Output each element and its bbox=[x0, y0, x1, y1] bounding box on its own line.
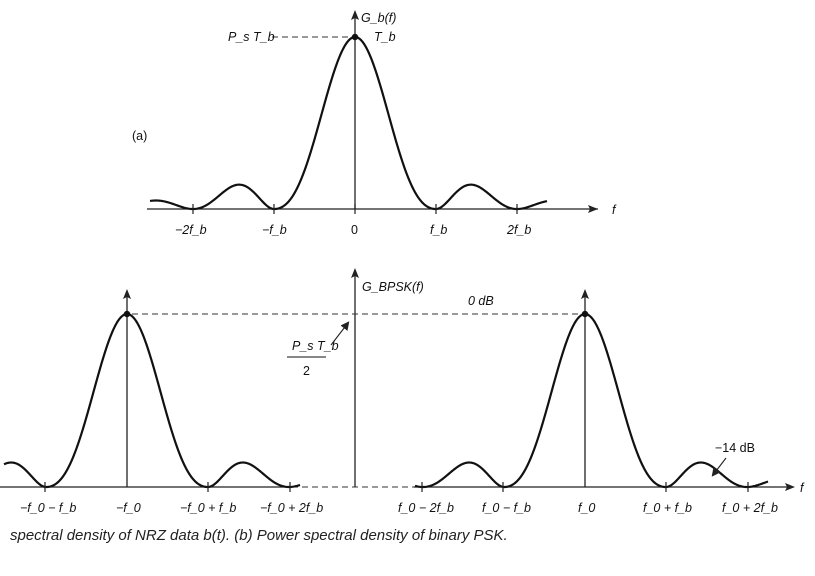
panel-a-peak-label-right: T_b bbox=[374, 30, 396, 44]
panel-b-level-pointer-arrow bbox=[330, 321, 350, 346]
figure-caption: spectral density of NRZ data b(t). (b) P… bbox=[10, 527, 508, 544]
panel-a-peak-dot bbox=[351, 33, 359, 41]
panel-a-peak-label-left: P_s T_b bbox=[228, 30, 275, 44]
panel-a-y-arrow bbox=[351, 10, 359, 20]
panel-b-left-sinc-curve bbox=[3, 312, 301, 489]
panel-b-left-peak-dot bbox=[123, 310, 131, 318]
panel-b: f G_BPSK(f) 0 dB P_s T_b 2 −14 dB bbox=[0, 268, 805, 515]
panel-b-y-label: G_BPSK(f) bbox=[362, 280, 424, 294]
panel-a: (a) f G_b(f) P_s T_b T_b −2f_b −f_b 0 f_… bbox=[132, 10, 617, 237]
tick-label-neg-f0-plus-2fb: −f_0 + 2f_b bbox=[260, 501, 323, 515]
tick-label-f0-minus-2fb: f_0 − 2f_b bbox=[398, 501, 454, 515]
panel-a-x-label: f bbox=[612, 203, 617, 217]
panel-b-sidelobe-pointer-arrow bbox=[711, 457, 727, 477]
panel-b-right-sinc-curve bbox=[414, 312, 769, 489]
panel-b-right-peak-dot bbox=[581, 310, 589, 318]
tick-label-minus-fb: −f_b bbox=[262, 223, 287, 237]
tick-label-neg-f0: −f_0 bbox=[116, 501, 141, 515]
panel-b-x-arrow bbox=[785, 483, 795, 491]
panel-a-sinc-curve bbox=[149, 35, 548, 211]
tick-label-minus-2fb: −2f_b bbox=[175, 223, 207, 237]
panel-b-y-arrow bbox=[351, 268, 359, 278]
panel-a-label: (a) bbox=[132, 129, 147, 143]
panel-a-y-label: G_b(f) bbox=[361, 11, 396, 25]
panel-b-level-denominator: 2 bbox=[303, 364, 310, 378]
tick-label-2fb: 2f_b bbox=[506, 223, 531, 237]
panel-b-left-arrow bbox=[123, 289, 131, 299]
panel-b-peak-label: 0 dB bbox=[468, 294, 494, 308]
tick-label-f0-plus-fb: f_0 + f_b bbox=[643, 501, 692, 515]
panel-b-x-label: f bbox=[800, 481, 805, 495]
tick-label-neg-f0-minus-fb: −f_0 − f_b bbox=[20, 501, 76, 515]
panel-b-right-arrow bbox=[581, 289, 589, 299]
panel-b-level-numerator: P_s T_b bbox=[292, 339, 339, 353]
panel-a-x-arrow bbox=[588, 205, 598, 213]
tick-label-f0-minus-fb: f_0 − f_b bbox=[482, 501, 531, 515]
tick-label-f0: f_0 bbox=[578, 501, 595, 515]
tick-label-neg-f0-plus-fb: −f_0 + f_b bbox=[180, 501, 236, 515]
tick-label-f0-plus-2fb: f_0 + 2f_b bbox=[722, 501, 778, 515]
panel-a-ticks: −2f_b −f_b 0 f_b 2f_b bbox=[175, 204, 531, 237]
tick-label-fb: f_b bbox=[430, 223, 447, 237]
tick-label-zero: 0 bbox=[351, 223, 358, 237]
panel-b-sidelobe-label: −14 dB bbox=[715, 441, 755, 455]
